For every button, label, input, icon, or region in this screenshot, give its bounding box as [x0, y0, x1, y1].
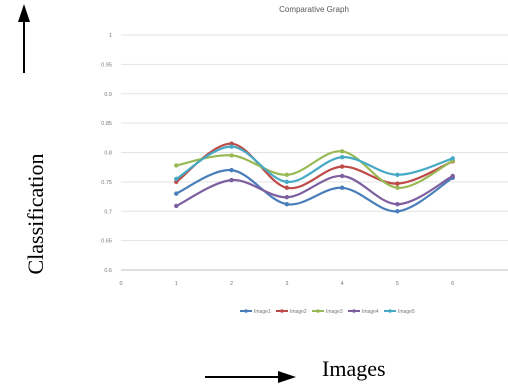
data-point-image1: [395, 209, 400, 214]
legend-label: Image4: [362, 309, 379, 315]
data-point-image1: [339, 185, 345, 190]
legend-marker: [244, 309, 248, 313]
x-tick-label: 5: [396, 281, 399, 287]
chart-title: Comparative Graph: [279, 5, 349, 14]
data-point-image2: [284, 185, 290, 190]
y-tick-label: 0.95: [101, 62, 112, 68]
data-point-image3: [284, 172, 290, 178]
x-tick-label: 4: [341, 281, 344, 287]
data-point-image4: [450, 173, 455, 179]
data-point-image3: [339, 149, 345, 154]
data-point-image3: [229, 153, 234, 158]
data-point-image5: [284, 179, 290, 185]
x-tick-label: 2: [230, 281, 233, 287]
series-lines: [174, 141, 455, 214]
data-point-image5: [229, 144, 234, 149]
data-point-image5: [450, 156, 455, 161]
legend-label: Image1: [254, 309, 271, 315]
y-tick-label: 0.75: [101, 180, 112, 186]
data-point-image5: [339, 155, 345, 160]
y-tick-label: 0.9: [104, 92, 112, 98]
legend-label: Image3: [326, 309, 343, 315]
data-point-image1: [229, 167, 234, 173]
x-tick-label: 1: [175, 281, 178, 287]
y-tick-label: 0.65: [101, 239, 112, 245]
y-tick-label: 1: [109, 33, 112, 39]
data-point-image1: [284, 202, 290, 207]
data-point-image4: [339, 173, 345, 179]
data-point-image4: [284, 194, 290, 200]
y-tick-labels: 0.6 0.65 0.7 0.75 0.8 0.85 0.9 0.95 1: [101, 33, 112, 274]
gridlines: [121, 34, 508, 271]
x-axis-arrow-head: [278, 371, 296, 383]
data-point-image3: [395, 185, 400, 190]
legend-marker: [388, 309, 392, 313]
y-axis-label: Classification: [23, 153, 48, 275]
y-tick-label: 0.7: [104, 209, 112, 215]
x-tick-label: 0: [119, 281, 122, 287]
y-axis-arrow-head: [18, 4, 30, 22]
data-point-image4: [395, 202, 400, 207]
data-point-image2: [339, 164, 345, 169]
legend-label: Image2: [290, 309, 307, 315]
legend-marker: [280, 309, 284, 313]
data-point-image1: [174, 191, 179, 196]
y-tick-label: 0.85: [101, 121, 112, 127]
legend: Image1 Image2 Image3 Image4 Image5: [240, 309, 415, 315]
series-line-image5: [175, 145, 454, 184]
legend-label: Image5: [398, 309, 415, 315]
y-tick-label: 0.6: [104, 268, 112, 274]
series-line-image1: [175, 168, 454, 213]
x-axis-label: Images: [322, 356, 386, 381]
x-tick-label: 3: [285, 281, 288, 287]
data-point-image4: [174, 203, 179, 209]
x-tick-label: 6: [451, 281, 454, 287]
data-point-image3: [174, 163, 179, 168]
data-point-image5: [174, 176, 179, 182]
y-tick-label: 0.8: [104, 151, 112, 157]
legend-marker: [352, 309, 356, 313]
data-point-image2: [395, 181, 400, 186]
data-point-image5: [395, 172, 400, 178]
legend-marker: [316, 309, 320, 313]
data-point-image4: [229, 177, 234, 183]
x-tick-labels: 0 1 2 3 4 5 6: [119, 281, 454, 287]
